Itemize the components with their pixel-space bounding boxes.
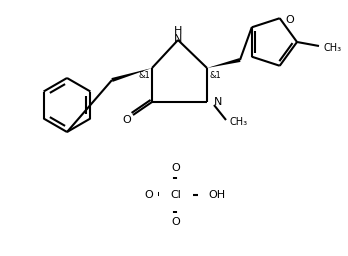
Text: O: O	[286, 15, 294, 25]
Text: H: H	[174, 26, 182, 36]
Text: O: O	[172, 217, 180, 227]
Text: &1: &1	[209, 71, 221, 80]
Text: OH: OH	[208, 190, 225, 200]
Text: O: O	[122, 115, 132, 125]
Text: N: N	[174, 34, 182, 44]
Text: &1: &1	[138, 71, 150, 80]
Text: CH₃: CH₃	[323, 43, 341, 53]
Polygon shape	[111, 68, 152, 82]
Text: N: N	[214, 97, 222, 107]
Text: Cl: Cl	[171, 190, 181, 200]
Text: CH₃: CH₃	[230, 117, 248, 127]
Text: O: O	[172, 163, 180, 173]
Polygon shape	[207, 58, 240, 68]
Text: O: O	[145, 190, 153, 200]
